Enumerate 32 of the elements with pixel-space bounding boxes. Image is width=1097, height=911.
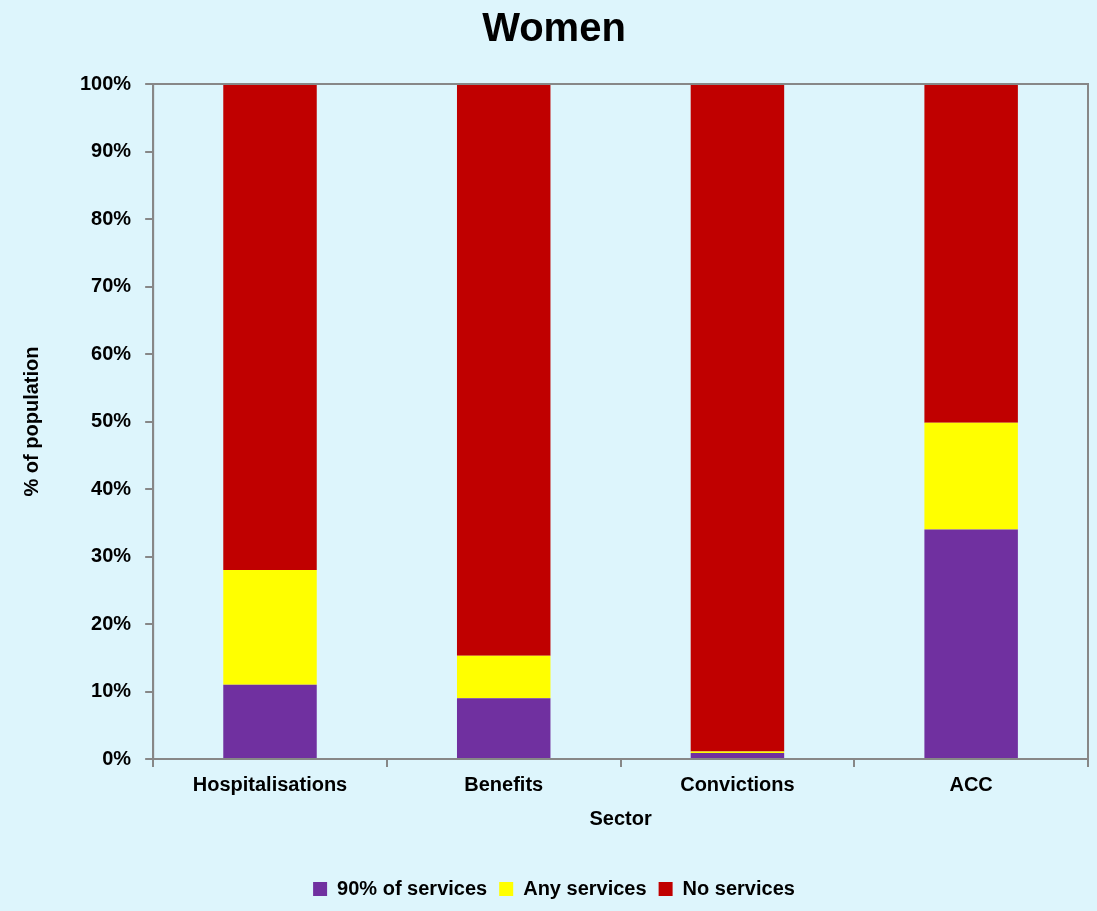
- x-tick-label: Benefits: [464, 772, 544, 795]
- y-tick-label: 50%: [91, 409, 132, 432]
- y-axis-title: % of population: [19, 346, 42, 497]
- bar: [456, 84, 551, 656]
- bar: [924, 422, 1018, 530]
- y-tick-label: 10%: [91, 679, 132, 702]
- bar: [223, 684, 317, 758]
- y-tick-label: 100%: [80, 71, 132, 94]
- legend-label: 90% of services: [337, 876, 488, 899]
- x-tick-label: ACC: [949, 772, 993, 795]
- bar: [690, 752, 785, 758]
- y-tick-label: 40%: [91, 476, 132, 499]
- bar: [924, 84, 1018, 423]
- chart-title: Women: [482, 5, 626, 50]
- y-tick-label: 70%: [91, 274, 132, 297]
- y-tick-label: 30%: [91, 544, 132, 567]
- y-tick-label: 0%: [102, 746, 132, 769]
- bar: [223, 84, 317, 570]
- bar: [456, 655, 551, 699]
- y-tick-label: 20%: [91, 611, 132, 634]
- bar: [924, 529, 1018, 758]
- x-tick-label: Hospitalisations: [192, 772, 348, 795]
- x-axis-title: Sector: [589, 806, 652, 829]
- bar: [456, 698, 551, 758]
- y-tick-label: 90%: [91, 139, 132, 162]
- x-tick-label: Convictions: [680, 772, 795, 795]
- y-tick-label: 60%: [91, 341, 132, 364]
- bar: [690, 84, 785, 752]
- y-tick-label: 80%: [91, 206, 132, 229]
- bar: [223, 570, 317, 685]
- legend-label: No services: [682, 876, 795, 899]
- legend-label: Any services: [523, 876, 647, 899]
